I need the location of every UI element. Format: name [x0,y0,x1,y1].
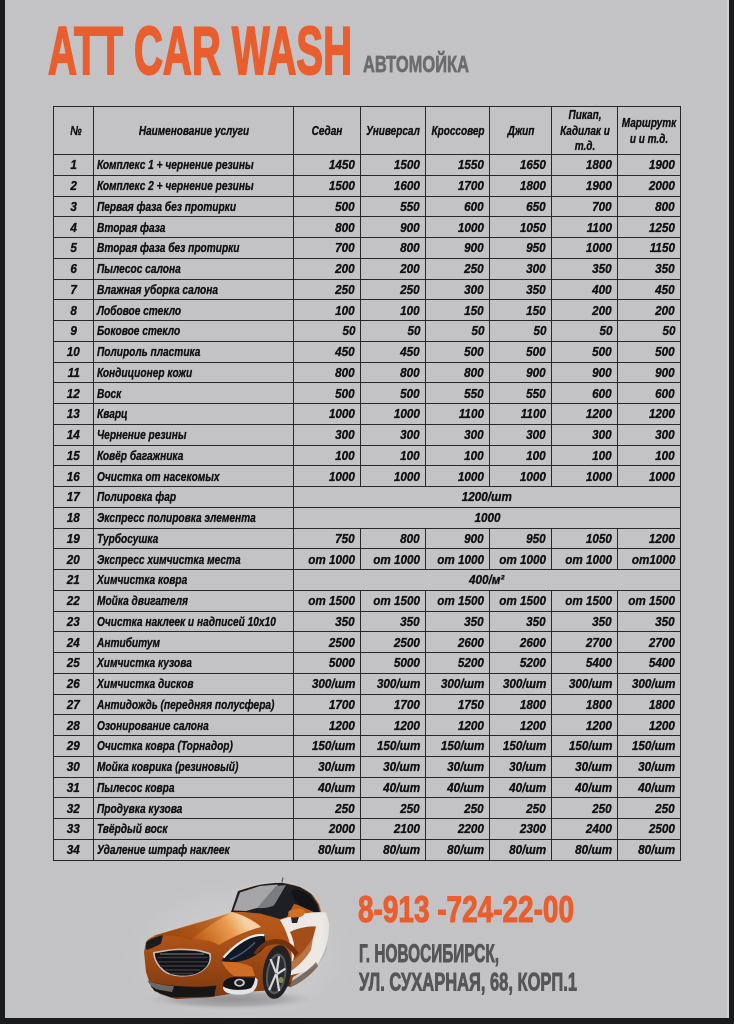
svg-text:АВТОМОЙКА: АВТОМОЙКА [363,50,469,77]
svg-text:УЛ. СУХАРНАЯ, 68, КОРП.1: УЛ. СУХАРНАЯ, 68, КОРП.1 [359,969,577,997]
svg-text:8-913 -724-22-00: 8-913 -724-22-00 [358,888,574,928]
svg-text:ATT CAR WASH: ATT CAR WASH [48,13,352,89]
svg-text:Г. НОВОСИБИРСК,: Г. НОВОСИБИРСК, [359,940,499,968]
